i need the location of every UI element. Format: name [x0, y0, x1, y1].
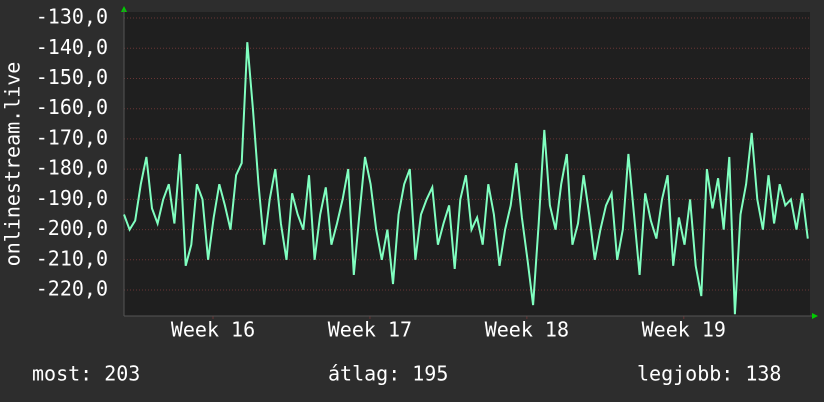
y-tick-label: -200,0 — [36, 216, 108, 240]
y-tick-label: -160,0 — [36, 95, 108, 119]
stat-value: 203 — [104, 362, 140, 386]
stat-label: legjobb: — [637, 362, 733, 386]
y-tick-label: -180,0 — [36, 156, 108, 180]
y-tick-label: -170,0 — [36, 125, 108, 149]
y-axis-label: onlinestream.live — [1, 62, 25, 267]
x-tick-label: Week 19 — [642, 318, 726, 342]
y-tick-label: -190,0 — [36, 186, 108, 210]
y-tick-label: -150,0 — [36, 65, 108, 89]
stat-label: most: — [32, 362, 92, 386]
y-tick-label: -210,0 — [36, 246, 108, 270]
axis-arrow — [812, 313, 818, 319]
stat-value: 195 — [412, 362, 448, 386]
x-tick-label: Week 16 — [171, 318, 255, 342]
x-tick-label: Week 18 — [485, 318, 569, 342]
y-tick-label: -130,0 — [36, 5, 108, 29]
axis-arrow — [121, 6, 127, 12]
stat-value: 138 — [745, 362, 781, 386]
y-tick-label: -140,0 — [36, 35, 108, 59]
data-line — [123, 42, 809, 315]
y-tick-label: -220,0 — [36, 277, 108, 301]
x-tick-label: Week 17 — [328, 318, 412, 342]
plot-area — [124, 12, 810, 316]
stat-label: átlag: — [328, 362, 400, 386]
